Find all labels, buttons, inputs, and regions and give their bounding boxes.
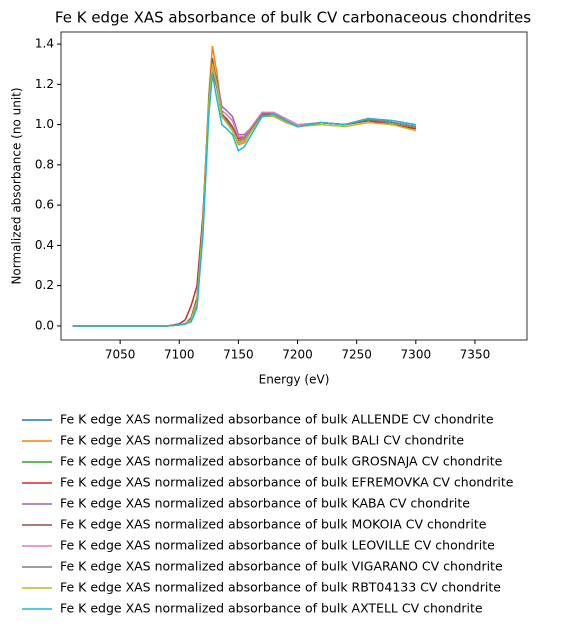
data-line xyxy=(72,68,416,327)
data-line xyxy=(72,74,416,327)
data-line xyxy=(72,70,416,327)
legend-label: Fe K edge XAS normalized absorbance of b… xyxy=(60,496,470,511)
legend-label: Fe K edge XAS normalized absorbance of b… xyxy=(60,517,487,532)
data-line xyxy=(72,62,416,327)
plot-frame xyxy=(60,31,528,341)
legend-label: Fe K edge XAS normalized absorbance of b… xyxy=(60,412,494,427)
x-tick-label: 7100 xyxy=(164,348,195,362)
data-line xyxy=(72,64,417,327)
legend-label: Fe K edge XAS normalized absorbance of b… xyxy=(60,454,503,469)
chart-title: Fe K edge XAS absorbance of bulk CV carb… xyxy=(55,9,531,27)
data-line xyxy=(72,63,416,327)
data-line xyxy=(72,60,416,327)
legend-label: Fe K edge XAS normalized absorbance of b… xyxy=(60,433,464,448)
y-tick-label: 0.2 xyxy=(35,278,54,292)
y-tick-label: 0.4 xyxy=(35,238,54,252)
data-line xyxy=(72,64,416,327)
legend-label: Fe K edge XAS normalized absorbance of b… xyxy=(60,580,501,595)
x-tick-label: 7200 xyxy=(282,348,313,362)
y-tick-label: 1.0 xyxy=(35,117,54,131)
legend-label: Fe K edge XAS normalized absorbance of b… xyxy=(60,538,495,553)
legend-label: Fe K edge XAS normalized absorbance of b… xyxy=(60,601,483,616)
legend-label: Fe K edge XAS normalized absorbance of b… xyxy=(60,559,503,574)
data-line xyxy=(72,58,416,327)
data-line xyxy=(72,45,416,327)
legend-label: Fe K edge XAS normalized absorbance of b… xyxy=(60,475,514,490)
y-tick-label: 1.4 xyxy=(35,37,54,51)
y-axis-label: Normalized absorbance (no unit) xyxy=(10,87,24,284)
y-tick-label: 0.6 xyxy=(35,198,54,212)
y-tick-label: 1.2 xyxy=(35,77,54,91)
x-tick-label: 7350 xyxy=(460,348,491,362)
y-tick-label: 0.0 xyxy=(35,318,54,332)
x-tick-label: 7250 xyxy=(341,348,372,362)
x-tick-label: 7150 xyxy=(223,348,254,362)
x-axis-label: Energy (eV) xyxy=(259,373,330,387)
y-tick-label: 0.8 xyxy=(35,157,54,171)
x-tick-label: 7050 xyxy=(105,348,136,362)
x-tick-label: 7300 xyxy=(401,348,432,362)
